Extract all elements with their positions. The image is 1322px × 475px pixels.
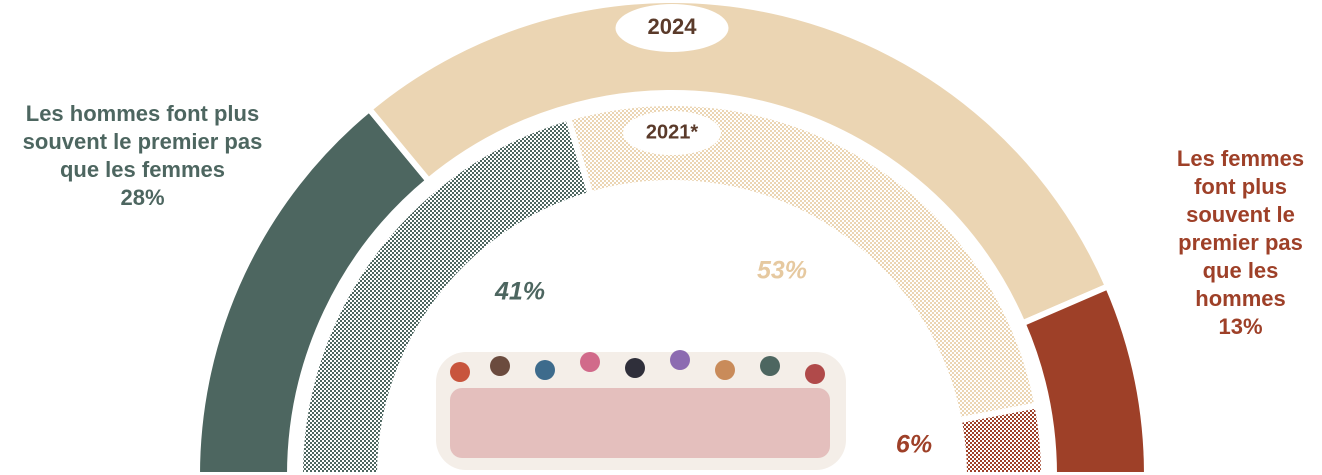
- page: 2024 2021* 41% 53% 6% Les hommes font plus s…: [0, 0, 1322, 475]
- value-label: 53%: [757, 257, 807, 285]
- category-text: Les hommes font plus souvent le premier …: [20, 100, 265, 184]
- series-name: 2021*: [646, 121, 698, 143]
- series-name: 2024: [648, 14, 698, 39]
- value-label: 28%: [20, 184, 265, 212]
- category-label: Les femmes font plus souvent le premier …: [1168, 145, 1313, 341]
- category-text: Les femmes font plus souvent le premier …: [1168, 145, 1313, 313]
- chart: 2024 2021* 41% 53% 6%: [0, 0, 1322, 475]
- category-label: Les hommes font plus souvent le premier …: [20, 100, 265, 212]
- crowd-illustration: [436, 350, 846, 470]
- donut-segment: [959, 405, 1044, 475]
- value-label: 13%: [1168, 313, 1313, 341]
- value-label: 41%: [494, 278, 545, 306]
- value-label: 6%: [896, 431, 932, 459]
